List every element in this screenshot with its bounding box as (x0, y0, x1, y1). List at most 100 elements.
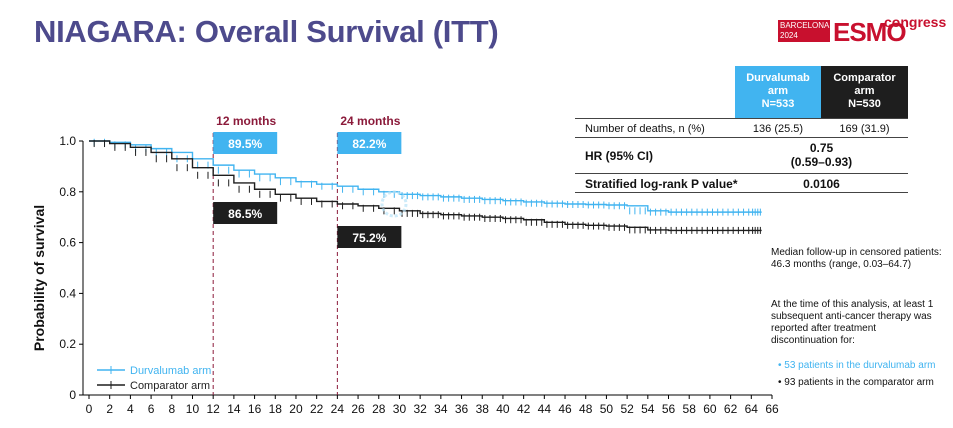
x-tick-label: 12 (207, 402, 221, 416)
therapy-line3: reported after treatment (771, 323, 877, 334)
comparator-curve (89, 140, 762, 232)
logo-city-block: BARCELONA 2024 (778, 20, 830, 42)
landmark-lines: 12 months 89.5% 86.5% 24 months 82.2% 75.2% (212, 114, 402, 395)
legend-label: Comparator arm (130, 380, 210, 392)
y-tick-label: 0.4 (59, 286, 76, 300)
x-tick-label: 32 (413, 402, 427, 416)
comparator-header-line1: Comparator (833, 72, 896, 84)
x-tick-label: 28 (372, 402, 386, 416)
x-tick-label: 58 (683, 402, 697, 416)
comparator-header-line2: arm (854, 85, 875, 97)
logo-year: 2024 (780, 31, 798, 40)
x-tick-label: 62 (724, 402, 738, 416)
logo-city: BARCELONA (780, 21, 830, 30)
comparator-header-line3: N=530 (848, 98, 881, 110)
page-title: NIAGARA: Overall Survival (ITT) (34, 14, 499, 49)
y-axis-title: Probability of survival (31, 205, 47, 351)
hr-label: HR (95% CI) (585, 149, 654, 163)
followup-note: Median follow-up in censored patients: 4… (771, 247, 947, 271)
logo-brand: ESMO (833, 17, 907, 47)
bullet-comparator-text: 93 patients in the comparator arm (784, 377, 934, 388)
deaths-comparator: 169 (31.9) (839, 123, 890, 135)
x-tick-label: 2 (106, 402, 113, 416)
landmark-durvalumab-box (213, 132, 278, 154)
y-tick-label: 0.6 (59, 236, 76, 250)
therapy-line4: discontinuation for: (771, 335, 855, 346)
table-row-deaths: Number of deaths, n (%) 136 (25.5) 169 (… (575, 118, 908, 138)
x-tick-label: 36 (455, 402, 469, 416)
durvalumab-column-header: Durvalumab arm N=533 (735, 66, 821, 118)
watermark-icon (380, 190, 408, 218)
survival-curves (89, 138, 762, 234)
chart-axes: 0 2 4 6 8 10 12 14 16 18 20 22 24 26 28 30 32 34 36 38 40 42 4… (31, 134, 779, 416)
x-tick-label: 64 (745, 402, 759, 416)
landmark-durvalumab-value: 82.2% (352, 137, 386, 151)
landmark-comparator-value: 75.2% (352, 231, 386, 245)
x-tick-label: 4 (127, 402, 134, 416)
y-tick-label: 1.0 (59, 134, 76, 148)
hr-ci: (0.59–0.93) (790, 155, 853, 169)
x-tick-label: 14 (227, 402, 241, 416)
landmark-durvalumab-value: 89.5% (228, 137, 262, 151)
x-tick-label: 44 (538, 402, 552, 416)
x-tick-label: 66 (765, 402, 779, 416)
landmark-comparator-box (213, 202, 278, 224)
x-tick-label: 22 (310, 402, 324, 416)
x-tick-label: 42 (517, 402, 531, 416)
x-tick-label: 0 (86, 402, 93, 416)
durvalumab-header-line3: N=533 (761, 98, 795, 110)
legend-label: Durvalumab arm (130, 365, 211, 377)
x-tick-label: 56 (662, 402, 676, 416)
comparator-column-header: Comparator arm N=530 (821, 66, 908, 118)
durvalumab-header-line1: Durvalumab (746, 72, 810, 84)
esmo-congress-logo: BARCELONA 2024 ESMO congress (778, 14, 946, 47)
x-tick-label: 24 (331, 402, 345, 416)
x-tick-label: 26 (351, 402, 365, 416)
x-tick-label: 18 (269, 402, 283, 416)
deaths-label: Number of deaths, n (%) (585, 123, 705, 135)
landmark-label: 12 months (216, 114, 276, 128)
therapy-line2: subsequent anti-cancer therapy was (771, 311, 932, 322)
x-tick-label: 60 (703, 402, 717, 416)
y-tick-label: 0.8 (59, 185, 76, 199)
bullet-durvalumab-text: 53 patients in the durvalumab arm (784, 360, 936, 371)
landmark-comparator-value: 86.5% (228, 207, 262, 221)
pvalue-label: Stratified log-rank P value* (585, 177, 738, 191)
therapy-line1: At the time of this analysis, at least 1 (771, 299, 934, 310)
y-tick-label: 0.2 (59, 337, 76, 351)
followup-line2: 46.3 months (range, 0.03–64.7) (771, 259, 912, 270)
landmark-durvalumab-box (337, 132, 402, 154)
landmark-label: 24 months (340, 114, 400, 128)
therapy-note: At the time of this analysis, at least 1… (771, 299, 947, 347)
x-tick-label: 54 (641, 402, 655, 416)
bullet-durvalumab: • 53 patients in the durvalumab arm (778, 360, 936, 371)
pvalue-value: 0.0106 (803, 177, 840, 191)
chart-legend: Durvalumab arm Comparator arm (97, 365, 211, 392)
x-tick-label: 10 (186, 402, 200, 416)
durvalumab-header-line2: arm (767, 85, 789, 97)
x-tick-label: 40 (496, 402, 510, 416)
x-tick-label: 50 (600, 402, 614, 416)
x-tick-label: 48 (579, 402, 593, 416)
hr-estimate: 0.75 (809, 141, 834, 155)
y-tick-label: 0 (69, 388, 76, 402)
table-row-hr: HR (95% CI) 0.75 (0.59–0.93) (575, 138, 908, 174)
x-tick-label: 34 (434, 402, 448, 416)
deaths-durvalumab: 136 (25.5) (752, 123, 804, 135)
landmark-comparator-box (337, 226, 402, 248)
bullet-comparator: • 93 patients in the comparator arm (778, 377, 934, 388)
x-tick-label: 52 (620, 402, 634, 416)
hr-value: 0.75 (0.59–0.93) (735, 141, 908, 169)
x-tick-label: 8 (168, 402, 175, 416)
table-row-pvalue: Stratified log-rank P value* 0.0106 (575, 174, 908, 193)
x-tick-label: 6 (148, 402, 155, 416)
durvalumab-curve (89, 140, 762, 213)
x-tick-label: 38 (476, 402, 490, 416)
followup-line1: Median follow-up in censored patients: (771, 247, 942, 258)
x-tick-label: 46 (558, 402, 572, 416)
x-tick-label: 30 (393, 402, 407, 416)
x-tick-label: 20 (289, 402, 303, 416)
logo-suffix: congress (884, 14, 947, 30)
x-tick-label: 16 (248, 402, 262, 416)
